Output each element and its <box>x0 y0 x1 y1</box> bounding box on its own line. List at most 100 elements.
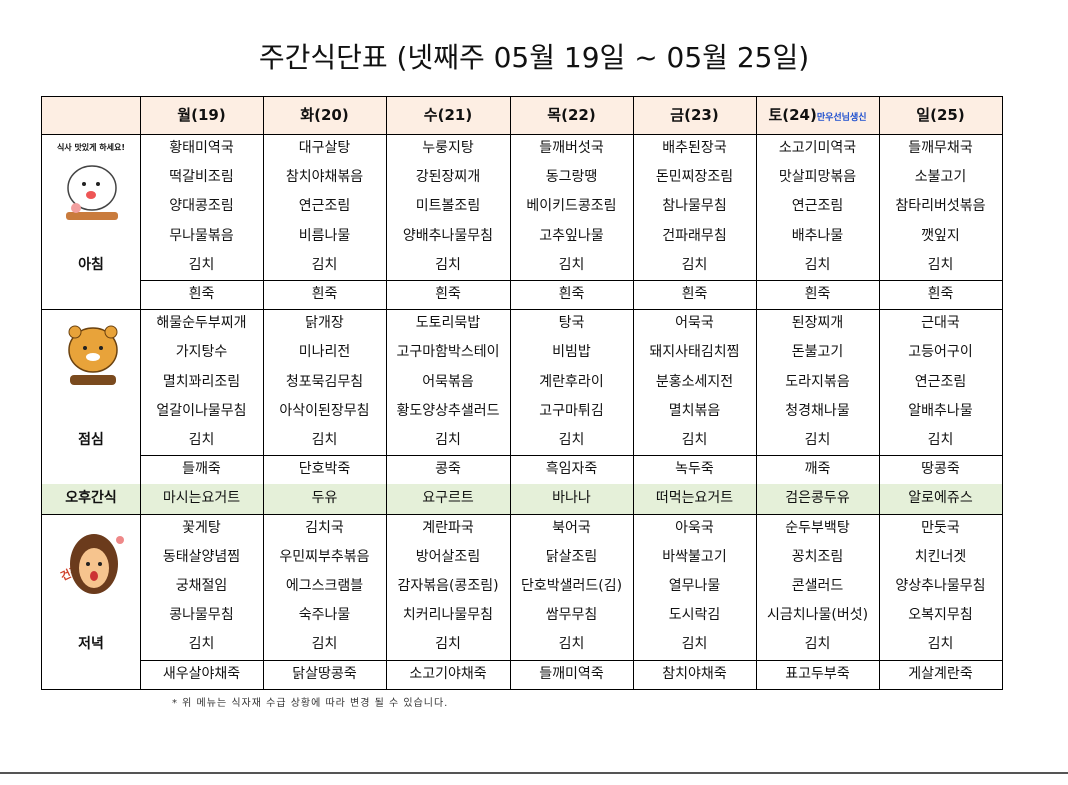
menu-item: 양대콩조림 <box>169 198 234 215</box>
menu-item: 동태살양념찜 <box>162 548 241 565</box>
menu-item: 떠먹는요거트 <box>655 490 734 507</box>
menu-item: 알로에쥬스 <box>908 490 973 507</box>
menu-item: 우민찌부추볶음 <box>279 548 370 565</box>
menu-item: 흰죽 <box>558 286 585 302</box>
day-label: 토(24) <box>768 106 817 124</box>
dinner-icon <box>70 534 124 594</box>
day-label: 화(20) <box>300 106 349 124</box>
meal-label: 저녁 <box>78 636 104 653</box>
menu-item: 청경채나물 <box>785 402 850 419</box>
menu-item: 닭살조림 <box>545 548 598 565</box>
day-header: 일(25) <box>879 97 1002 134</box>
menu-item: 들깨죽 <box>182 461 221 478</box>
menu-item: 김치 <box>927 636 954 653</box>
menu-item: 근대국 <box>921 315 960 332</box>
menu-item: 소고기야채죽 <box>409 665 487 682</box>
menu-item: 비름나물 <box>298 227 351 244</box>
menu-item: 김치 <box>804 256 831 273</box>
menu-item: 도시락김 <box>668 607 721 624</box>
column-line <box>756 97 757 689</box>
menu-item: 들깨무채국 <box>908 140 973 156</box>
menu-item: 바싹불고기 <box>662 548 727 565</box>
menu-item: 참치야채죽 <box>662 665 727 682</box>
menu-item: 땅콩죽 <box>921 461 960 478</box>
menu-item: 김치 <box>188 432 215 448</box>
menu-item: 흰죽 <box>435 286 461 302</box>
menu-item: 시금치나물(버섯) <box>766 607 869 624</box>
menu-item: 단호박죽 <box>298 461 351 478</box>
menu-item: 고구마튀김 <box>539 402 604 419</box>
menu-item: 김치 <box>681 432 708 448</box>
menu-item: 김치 <box>558 432 585 448</box>
menu-item: 도라지볶음 <box>785 373 850 390</box>
menu-item: 표고두부죽 <box>785 665 850 682</box>
menu-item: 김치 <box>311 256 338 273</box>
menu-item: 깨죽 <box>804 461 831 478</box>
day-header: 금(23) <box>633 97 756 134</box>
menu-item: 쌈무무침 <box>545 607 598 624</box>
menu-item: 흑임자죽 <box>545 461 598 478</box>
menu-item: 아삭이된장무침 <box>279 402 370 419</box>
menu-item: 검은콩두유 <box>785 490 850 507</box>
menu-item: 김치 <box>188 636 215 653</box>
menu-item: 들깨버섯국 <box>539 140 604 156</box>
menu-item: 도토리묵밥 <box>415 315 481 332</box>
menu-item: 김치 <box>311 636 338 653</box>
menu-item: 계란파국 <box>422 519 474 536</box>
menu-item: 감자볶음(콩조림) <box>397 578 499 594</box>
menu-item: 김치 <box>927 432 954 448</box>
menu-item: 분홍소세지전 <box>655 373 734 390</box>
menu-item: 에그스크램블 <box>285 578 364 594</box>
menu-item: 흰죽 <box>188 286 215 302</box>
menu-item: 강된장찌개 <box>415 169 481 186</box>
menu-item: 비빔밥 <box>552 344 591 361</box>
menu-item: 김치 <box>435 432 461 448</box>
day-header: 월(19) <box>140 97 263 134</box>
menu-item: 배추된장국 <box>662 140 727 156</box>
menu-item: 단호박샐러드(김) <box>520 578 623 594</box>
menu-item: 아욱국 <box>675 519 714 536</box>
menu-item: 건파래무침 <box>662 227 727 244</box>
menu-item: 동그랑땡 <box>545 169 598 186</box>
menu-item: 깻잎지 <box>921 227 960 244</box>
menu-item: 돼지사태김치찜 <box>649 344 740 361</box>
menu-item: 참타리버섯볶음 <box>895 198 986 215</box>
section-line <box>42 513 1002 515</box>
porridge-line <box>140 455 1002 457</box>
column-line <box>386 97 387 689</box>
menu-item: 연근조림 <box>298 198 351 215</box>
menu-item: 청포묵김무침 <box>285 373 364 390</box>
menu-item: 김치 <box>558 256 585 273</box>
title: 주간식단표 (넷째주 05월 19일 ~ 05월 25일) <box>258 41 810 74</box>
menu-item: 멸치꽈리조림 <box>162 373 241 390</box>
menu-item: 어묵국 <box>675 315 714 332</box>
porridge-line <box>140 659 1002 661</box>
bottom-rule <box>0 772 1068 774</box>
menu-item: 닭개장 <box>305 315 344 332</box>
day-label: 일(25) <box>916 106 965 124</box>
menu-item: 참치야채볶음 <box>285 169 364 186</box>
column-line <box>510 97 511 689</box>
header-bg <box>42 97 1002 134</box>
menu-item: 멸치볶음 <box>668 402 721 419</box>
day-header: 화(20) <box>263 97 386 134</box>
porridge-line <box>140 280 1002 281</box>
menu-item: 녹두죽 <box>675 461 714 478</box>
menu-item: 황도양상추샐러드 <box>396 402 500 419</box>
table-border <box>41 96 1003 690</box>
menu-item: 숙주나물 <box>298 607 351 624</box>
menu-item: 소고기미역국 <box>778 140 857 156</box>
menu-item: 가지탕수 <box>175 344 228 361</box>
menu-item: 흰죽 <box>311 286 338 302</box>
menu-item: 미트볼조림 <box>415 198 481 215</box>
column-line <box>263 97 264 689</box>
meal-label: 아침 <box>78 256 104 273</box>
menu-item: 궁채절임 <box>175 578 228 594</box>
snack-bg <box>42 484 1002 514</box>
menu-item: 흰죽 <box>927 286 954 302</box>
menu-item: 김치 <box>804 636 831 653</box>
menu-item: 된장찌개 <box>791 315 844 332</box>
menu-item: 계란후라이 <box>539 373 604 390</box>
menu-item: 김치 <box>435 256 461 273</box>
